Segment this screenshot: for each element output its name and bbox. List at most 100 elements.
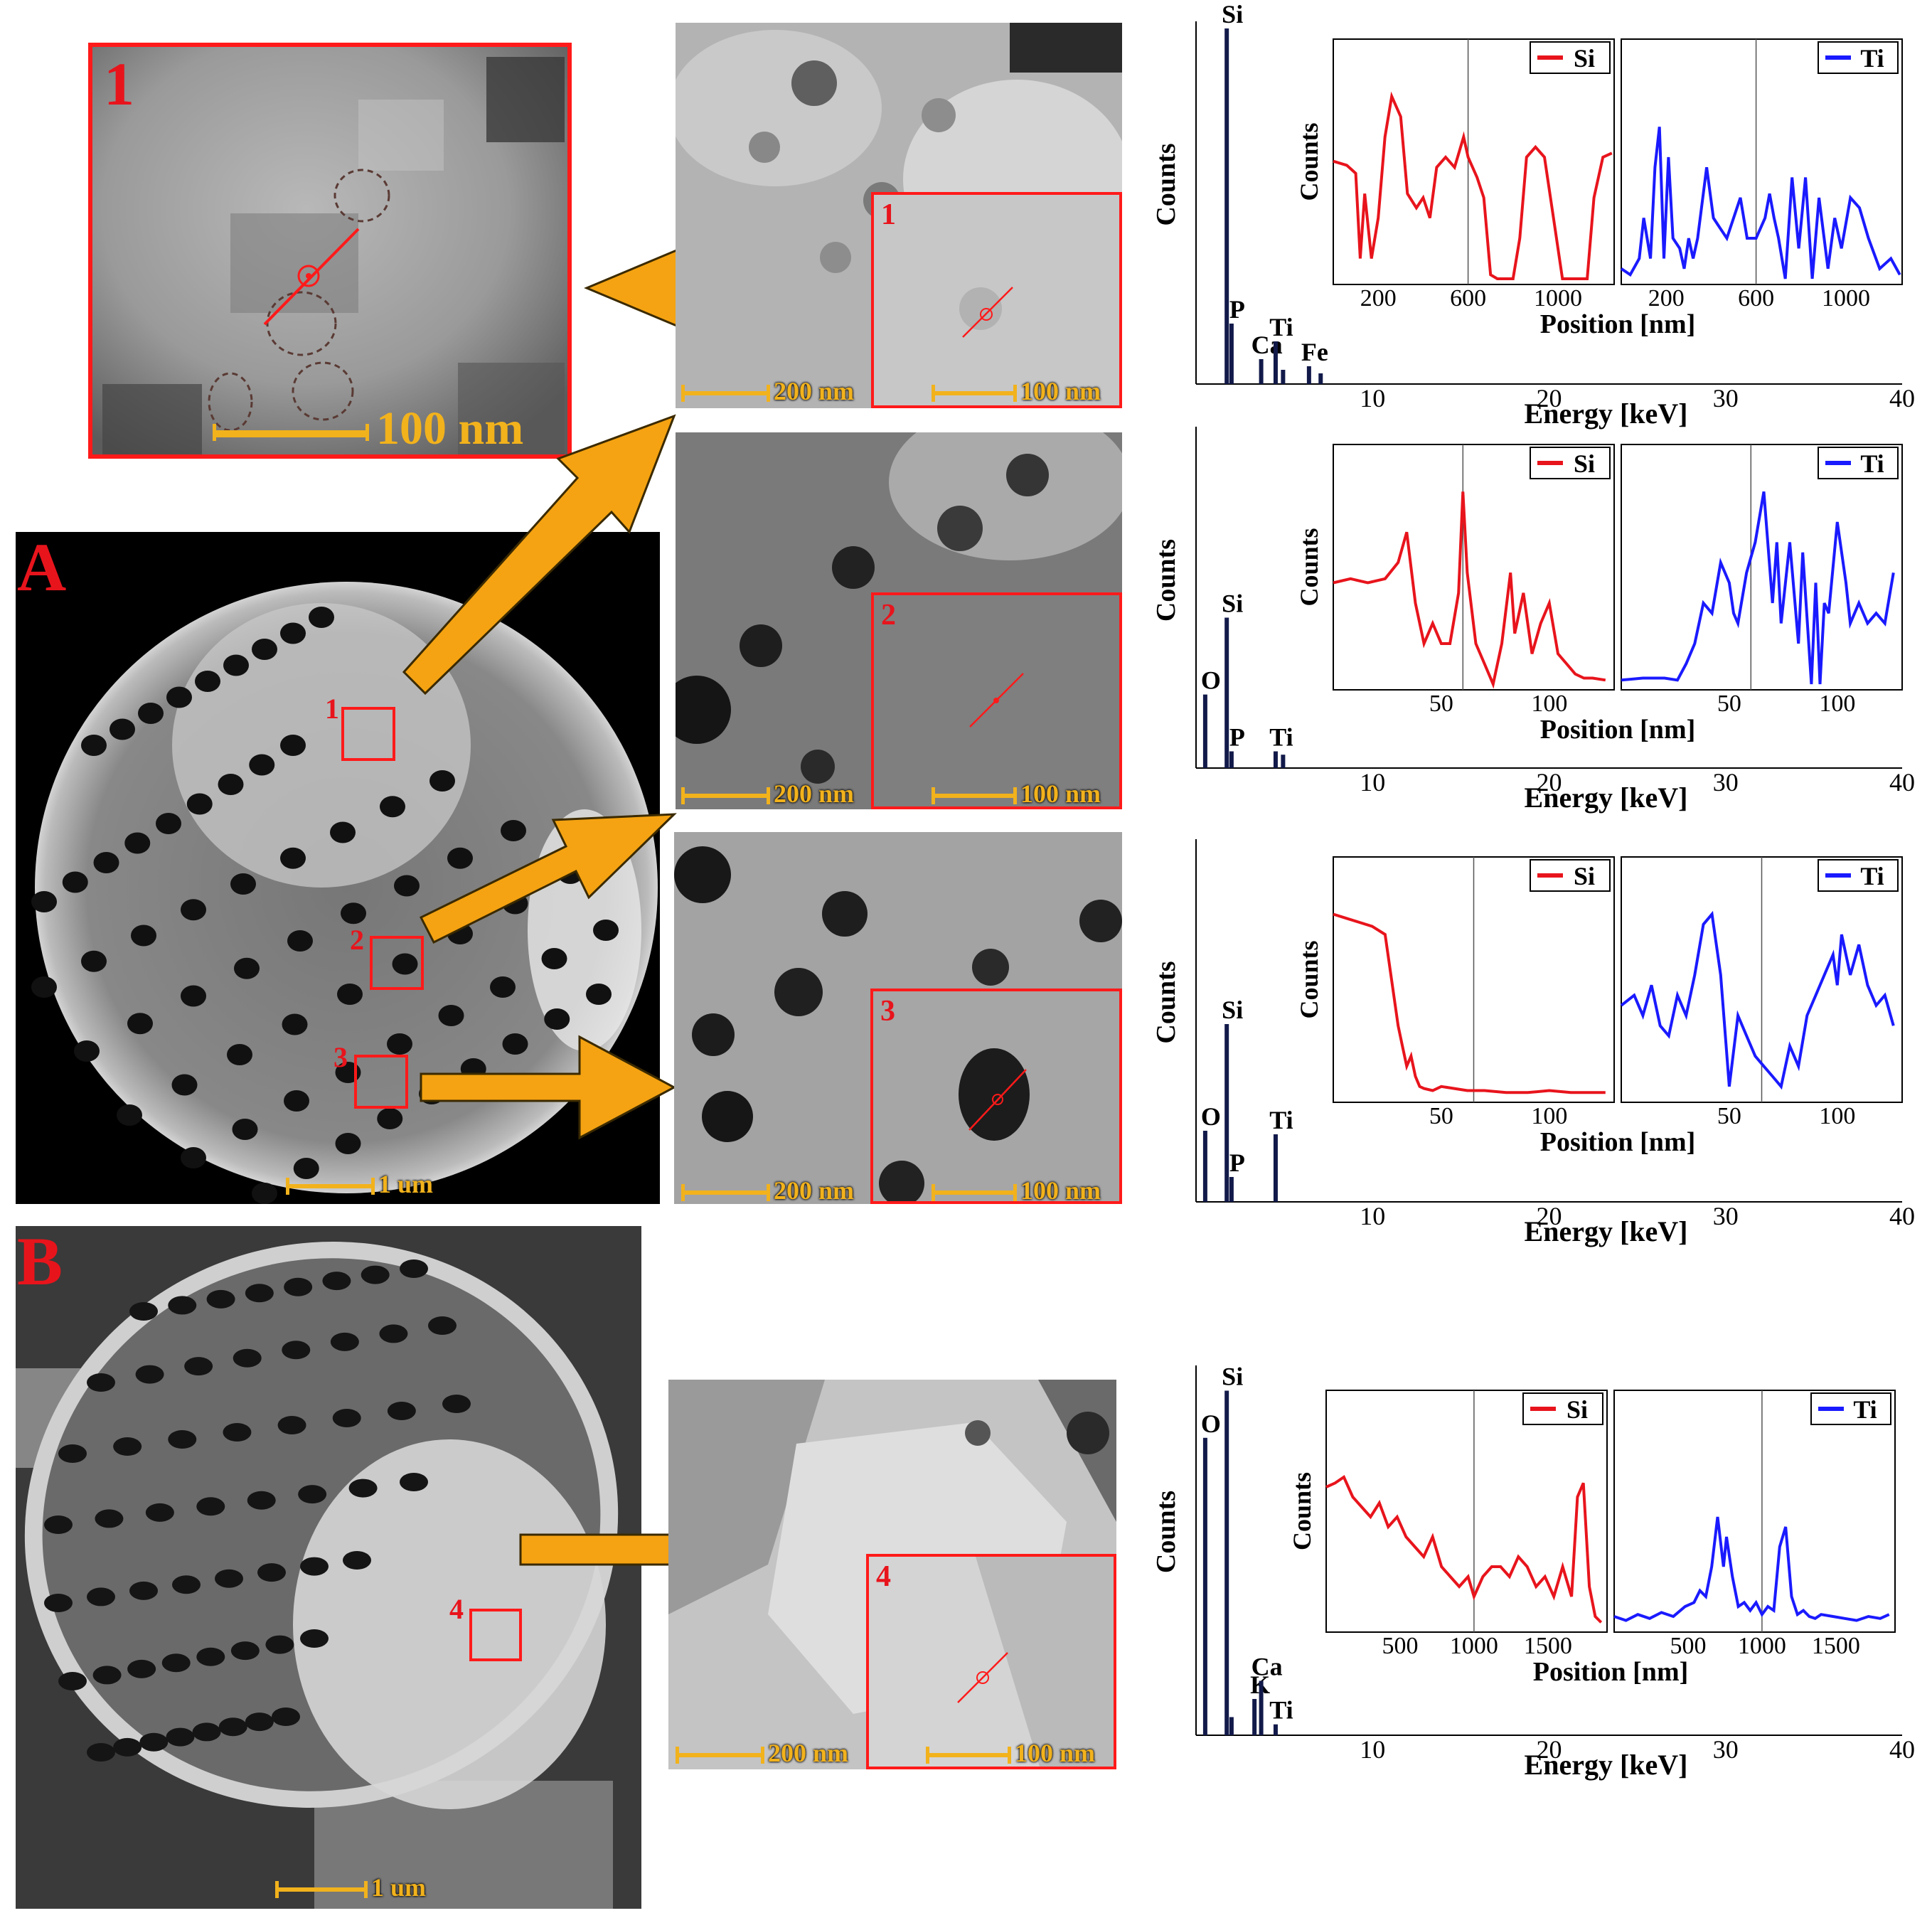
pore [387,1402,416,1420]
pore [156,813,181,834]
spectrum-peak [1281,370,1286,384]
pore [81,950,107,972]
peak-label: Si [1222,0,1243,28]
line-scan-inset-si: 50 100 Si Counts [1295,856,1615,1129]
y-axis-label: Counts [1151,143,1181,225]
inset-x-tick-label: 1000 [1450,1633,1498,1659]
pore [337,984,363,1005]
line-series-si [1325,1475,1603,1624]
pore [280,735,306,756]
pore [233,1348,262,1368]
inset-x-axis-label: Position [nm] [1540,715,1696,745]
tem-1-scalebar-200 [681,385,770,402]
peak-label: Ca [1251,1653,1283,1681]
inset-y-axis-label: Counts [1295,122,1323,201]
tem-2-scale-200: 200 nm [774,779,855,808]
inset-x-axis-label: Position [nm] [1533,1657,1689,1687]
pore [361,1265,390,1284]
x-tick-label: 10 [1360,1202,1385,1230]
pore [287,930,313,952]
inset-x-tick-label: 500 [1670,1633,1706,1659]
peak-label: Si [1222,590,1243,618]
peak-label: O [1201,666,1221,695]
pore [593,920,619,941]
inset-x-tick-label: 1000 [1534,285,1582,311]
spectrum-peak [1202,1437,1207,1735]
pore [230,1641,260,1661]
inset-x-tick-label: 600 [1450,285,1486,311]
peak-label: Ti [1269,313,1293,341]
pore [129,1581,158,1600]
inset-y-axis-label: Counts [1295,940,1323,1018]
inset-x-tick-label: 200 [1648,285,1685,311]
pore [265,1635,294,1654]
x-tick-label: 30 [1713,1202,1739,1230]
pore [87,1373,115,1392]
pore [131,925,156,947]
inset-x-tick-label: 1500 [1812,1633,1860,1659]
pore [502,1033,528,1055]
peak-label: P [1229,1149,1245,1177]
pore [282,1341,311,1360]
pore [95,1509,124,1528]
pore [127,1659,156,1678]
pore [227,1044,252,1065]
tem-image-3: 3 200 nm 100 nm [674,832,1122,1204]
spectrum-peak [1202,1131,1207,1202]
pore [58,1672,87,1690]
spectrum-peak [1202,694,1207,768]
pore [280,847,306,869]
y-axis-label: Counts [1151,539,1181,622]
inset-frame [1333,38,1615,285]
spectrum-peak [1224,617,1229,768]
spectrum-peak [1281,755,1286,768]
overview-A-scalebar [286,1178,375,1195]
pore [341,902,366,925]
pore [117,1104,142,1126]
pore [181,1147,206,1168]
legend-label: Ti [1860,449,1884,478]
pore [192,1722,221,1742]
tem-3-inset-label: 3 [880,995,895,1028]
legend-label: Si [1574,862,1595,890]
inset-x-tick-label: 100 [1531,1103,1567,1129]
region-1-label: 1 [325,693,339,725]
pore [110,718,135,740]
pore [322,1272,351,1291]
pore [280,622,306,644]
spectrum-peak [1229,324,1234,384]
pore [113,1437,142,1456]
pore [92,1666,122,1685]
line-series-ti [1620,910,1895,1090]
inset-frame [1621,444,1903,691]
pore [62,871,88,893]
tem-1-inset: 1 [871,192,1122,408]
tem-4-inset: 4 [866,1554,1116,1769]
diatom-A-image [31,582,658,1204]
x-axis-label: Energy [keV] [1525,1749,1688,1781]
pore [245,1284,274,1303]
inset-x-tick-label: 100 [1819,691,1855,717]
pore [145,1503,174,1522]
spectrum-peak [1224,1390,1229,1735]
x-tick-label: 30 [1713,768,1739,796]
pore [129,1302,158,1321]
overview-B: B 4 1 um [16,1226,641,1909]
pore [186,793,213,815]
tem-3-scalebar-200 [681,1184,770,1201]
zoom-panel-1: 1 100 nm [88,43,572,459]
tem-1-scalebar-100 [932,385,1017,402]
x-tick-label: 40 [1889,1202,1915,1230]
inset-frame [1325,1390,1608,1633]
pore [87,1587,115,1607]
line-scan-inset-ti: 500 1000 1500 Ti Position [nm] [1533,1390,1896,1687]
pore [394,875,420,897]
pore [293,1158,319,1179]
arrow-region-1 [402,414,676,696]
line-scan-inset-si: 500 1000 1500 Si Counts [1288,1390,1608,1659]
legend-label: Si [1574,44,1595,73]
pore [330,1332,359,1351]
x-tick-label: 20 [1537,1202,1562,1230]
pore [380,796,405,818]
